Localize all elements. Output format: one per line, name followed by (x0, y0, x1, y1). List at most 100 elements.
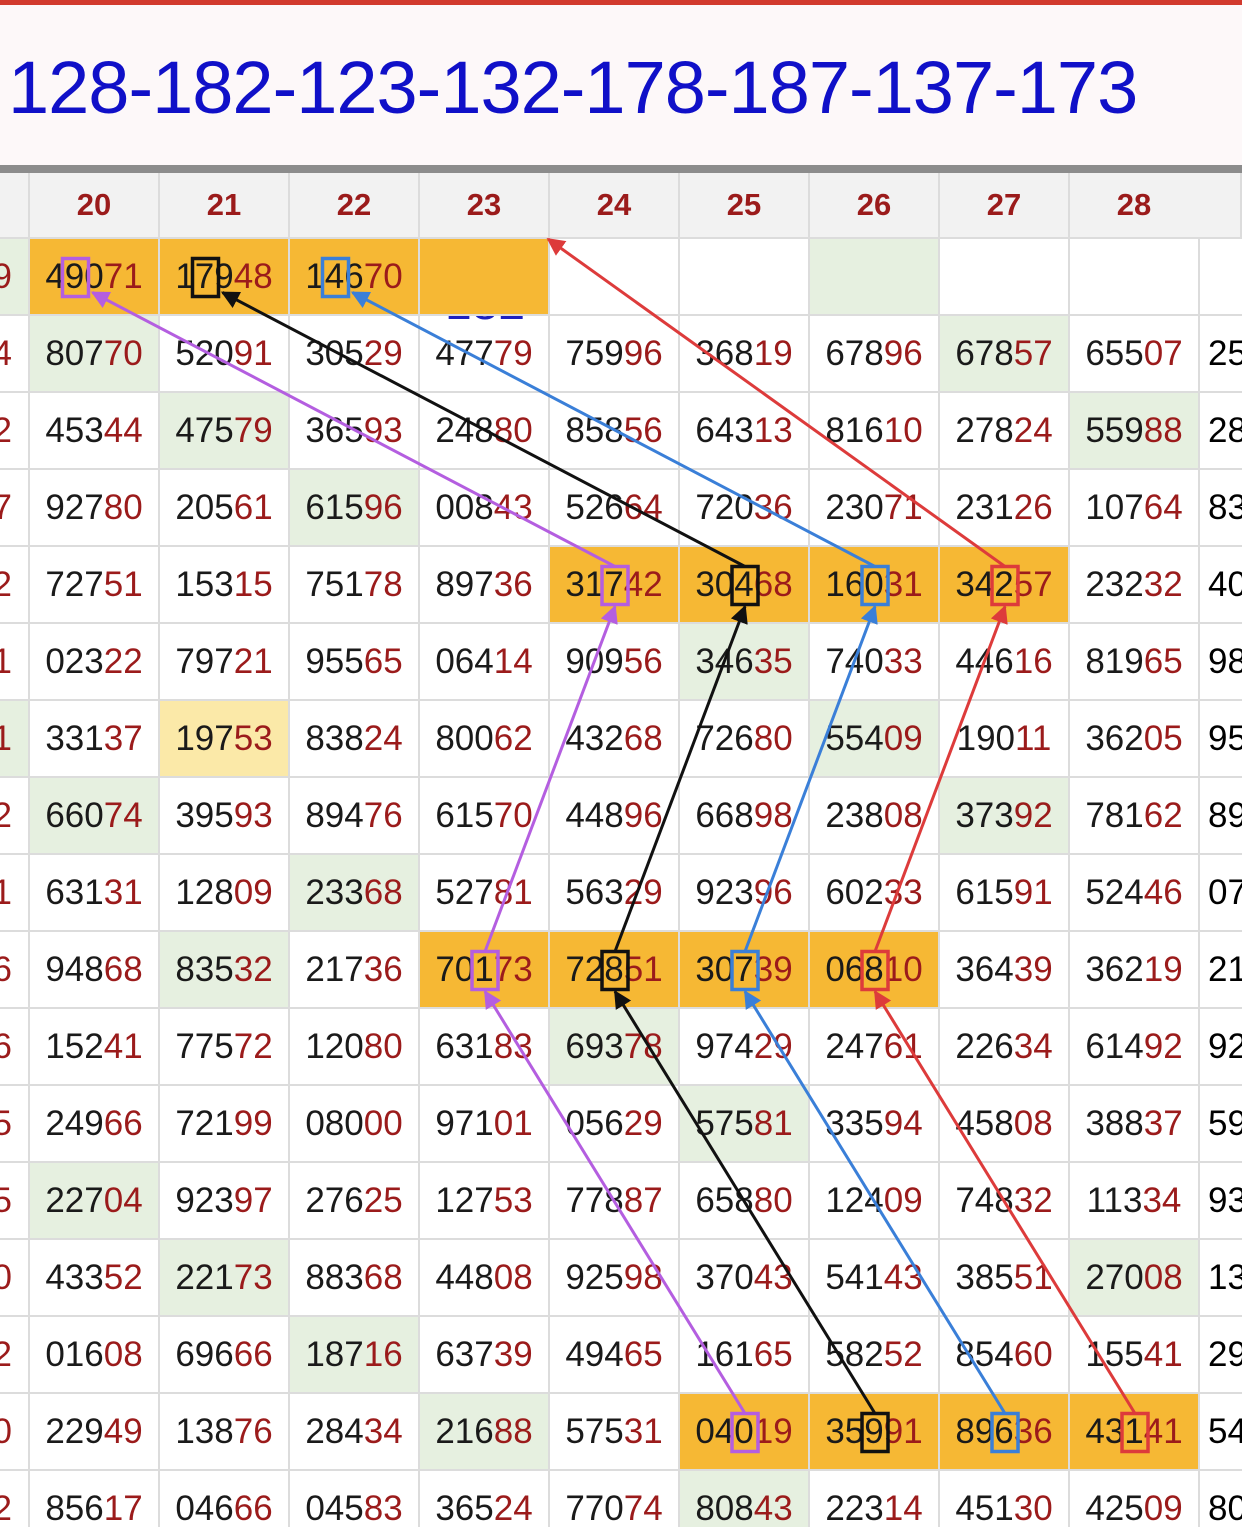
number-cell[interactable]: 696 66 (160, 1317, 290, 1394)
number-cell[interactable]: 233 68 (290, 855, 420, 932)
number-cell[interactable]: 631 83 (420, 1009, 550, 1086)
number-cell[interactable]: 152 41 (30, 1009, 160, 1086)
number-cell[interactable]: 448 08 (420, 1240, 550, 1317)
number-cell[interactable]: 232 32 (1070, 547, 1200, 624)
number-cell[interactable]: 365 24 (420, 1471, 550, 1527)
column-header-21[interactable]: 21 (160, 173, 290, 239)
number-cell[interactable]: 721 99 (160, 1086, 290, 1163)
number-cell[interactable]: 113 34 (1070, 1163, 1200, 1240)
number-cell[interactable]: 955 65 (290, 624, 420, 701)
number-cell[interactable]: 728 51 (550, 932, 680, 1009)
number-cell[interactable]: 370 43 (680, 1240, 810, 1317)
number-cell[interactable]: 974 29 (680, 1009, 810, 1086)
column-header-27[interactable]: 27 (940, 173, 1070, 239)
number-cell[interactable]: 854 60 (940, 1317, 1070, 1394)
number-cell[interactable]: 276 25 (290, 1163, 420, 1240)
number-cell[interactable]: 127 53 (420, 1163, 550, 1240)
number-cell[interactable]: 655 07 (1070, 316, 1200, 393)
number-cell[interactable]: 284 34 (290, 1394, 420, 1471)
number-cell[interactable]: 023 22 (30, 624, 160, 701)
number-cell[interactable]: 451 30 (940, 1471, 1070, 1527)
number-cell[interactable]: 362 19 (1070, 932, 1200, 1009)
number-cell[interactable]: 44616 (940, 624, 1070, 701)
number-cell[interactable]: 231 26 (940, 470, 1070, 547)
number-cell[interactable]: 748 32 (940, 1163, 1070, 1240)
number-cell[interactable]: 249 66 (30, 1086, 160, 1163)
column-header-22[interactable]: 22 (290, 173, 420, 239)
number-cell[interactable]: 359 91 (810, 1394, 940, 1471)
number-cell[interactable]: 373 92 (940, 778, 1070, 855)
number-cell[interactable]: 155 41 (1070, 1317, 1200, 1394)
number-cell[interactable]: 128 09 (160, 855, 290, 932)
number-cell[interactable]: 883 68 (290, 1240, 420, 1317)
number-cell[interactable]: 615 70 (420, 778, 550, 855)
number-cell[interactable]: 726 80 (680, 701, 810, 778)
number-cell[interactable]: 238 08 (810, 778, 940, 855)
number-cell[interactable]: 554 09 (810, 701, 940, 778)
number-cell[interactable]: 927 80 (30, 470, 160, 547)
number-cell[interactable]: 819 65 (1070, 624, 1200, 701)
number-cell[interactable]: 856 17 (30, 1471, 160, 1527)
number-cell[interactable] (1070, 239, 1200, 316)
number-cell[interactable] (420, 239, 550, 316)
number-cell[interactable]: 615 91 (940, 855, 1070, 932)
column-header-25[interactable]: 25 (680, 173, 810, 239)
number-cell[interactable]: 223 14 (810, 1471, 940, 1527)
number-cell[interactable]: 835 32 (160, 932, 290, 1009)
number-cell[interactable]: 190 11 (940, 701, 1070, 778)
column-header-28[interactable]: 28 (1070, 173, 1200, 239)
number-cell[interactable]: 897 36 (420, 547, 550, 624)
number-cell[interactable]: 138 76 (160, 1394, 290, 1471)
number-cell[interactable]: 838 24 (290, 701, 420, 778)
number-cell[interactable] (550, 239, 680, 316)
number-cell[interactable]: 362 05 (1070, 701, 1200, 778)
number-cell[interactable]: 229 49 (30, 1394, 160, 1471)
number-cell[interactable]: 524 46 (1070, 855, 1200, 932)
number-cell[interactable]: 660 74 (30, 778, 160, 855)
number-cell[interactable]: 923 97 (160, 1163, 290, 1240)
number-cell[interactable]: 678 57 (940, 316, 1070, 393)
number-cell[interactable]: 064 14 (420, 624, 550, 701)
number-cell[interactable]: 216 88 (420, 1394, 550, 1471)
number-cell[interactable]: 631 31 (30, 855, 160, 932)
number-cell[interactable]: 693 78 (550, 1009, 680, 1086)
number-cell[interactable]: 331 37 (30, 701, 160, 778)
number-cell[interactable]: 800 62 (420, 701, 550, 778)
number-cell[interactable] (680, 239, 810, 316)
number-cell[interactable]: 278 24 (940, 393, 1070, 470)
number-cell[interactable]: 615 96 (290, 470, 420, 547)
number-cell[interactable]: 187 16 (290, 1317, 420, 1394)
number-cell[interactable]: 364 39 (940, 932, 1070, 1009)
number-cell[interactable]: 808 43 (680, 1471, 810, 1527)
number-cell[interactable]: 230 71 (810, 470, 940, 547)
number-cell[interactable]: 614 92 (1070, 1009, 1200, 1086)
number-cell[interactable]: 751 78 (290, 547, 420, 624)
number-cell[interactable]: 124 09 (810, 1163, 940, 1240)
number-cell[interactable]: 668 98 (680, 778, 810, 855)
number-cell[interactable]: 477 79 (420, 316, 550, 393)
number-cell[interactable]: 046 66 (160, 1471, 290, 1527)
column-header-23[interactable]: 23 (420, 173, 550, 239)
number-cell[interactable]: 925 98 (550, 1240, 680, 1317)
number-cell[interactable]: 582 52 (810, 1317, 940, 1394)
number-cell[interactable]: 541 43 (810, 1240, 940, 1317)
number-cell[interactable]: 248 80 (420, 393, 550, 470)
number-cell[interactable]: 559 88 (1070, 393, 1200, 470)
number-cell[interactable]: 388 37 (1070, 1086, 1200, 1163)
number-cell[interactable]: 247 61 (810, 1009, 940, 1086)
number-cell[interactable]: 770 74 (550, 1471, 680, 1527)
number-cell[interactable]: 448 96 (550, 778, 680, 855)
number-cell[interactable]: 453 44 (30, 393, 160, 470)
number-cell[interactable]: 894 76 (290, 778, 420, 855)
number-cell[interactable]: 395 93 (160, 778, 290, 855)
number-cell[interactable]: 602 33 (810, 855, 940, 932)
number-cell[interactable]: 475 79 (160, 393, 290, 470)
number-cell[interactable] (940, 239, 1070, 316)
number-cell[interactable]: 080 00 (290, 1086, 420, 1163)
column-header-24[interactable]: 24 (550, 173, 680, 239)
column-header-20[interactable]: 20 (30, 173, 160, 239)
number-cell[interactable]: 226 34 (940, 1009, 1070, 1086)
number-cell[interactable]: 816 10 (810, 393, 940, 470)
number-cell[interactable]: 575 31 (550, 1394, 680, 1471)
number-cell[interactable]: 678 96 (810, 316, 940, 393)
